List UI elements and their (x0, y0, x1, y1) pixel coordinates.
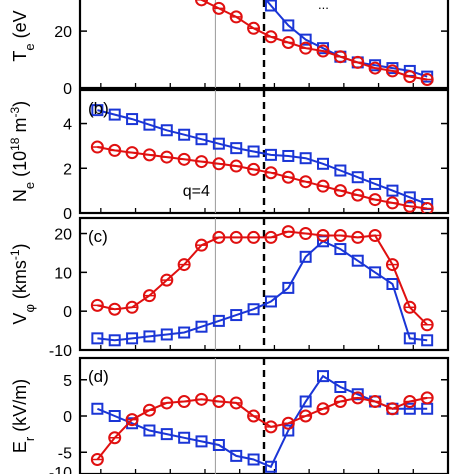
annotation: q=4 (183, 183, 210, 200)
y-axis-label: Te (eV (10, 10, 37, 61)
series (90, 225, 434, 332)
y-tick-label: 2 (63, 161, 72, 178)
legend-fragment: ... (318, 0, 329, 12)
data-point-square (403, 402, 416, 415)
y-tick-label: 20 (54, 24, 72, 41)
data-point-circle (195, 0, 209, 7)
y-axis-label: Er (kV/m) (10, 379, 37, 453)
data-point-square (299, 152, 312, 165)
series-line (199, 0, 428, 81)
y-tick-label: 0 (63, 206, 72, 223)
data-point-square (178, 128, 191, 141)
data-point-square (160, 328, 173, 341)
y-axis-label: Vφ (kms-1) (8, 243, 37, 324)
y-tick-label: 0 (63, 81, 72, 98)
data-point-square (230, 142, 243, 155)
y-tick-label: 10 (54, 265, 72, 282)
y-tick-label: -10 (49, 343, 72, 360)
data-point-square (264, 148, 277, 161)
data-point-square (91, 332, 104, 345)
panel-3: -10 0 10 20 (c) Vφ (kms-1) (8, 216, 450, 360)
y-tick-label: 5 (63, 373, 72, 390)
data-point-square (282, 281, 295, 294)
data-point-square (282, 19, 295, 32)
series (90, 140, 434, 213)
data-point-square (334, 381, 347, 393)
data-point-square (91, 104, 104, 117)
data-point-square (369, 177, 382, 190)
series (91, 235, 434, 347)
series (264, 0, 434, 83)
series (195, 0, 434, 86)
data-point-square (195, 320, 208, 333)
data-point-square (212, 137, 225, 150)
data-point-square (299, 250, 312, 263)
data-point-square (264, 0, 277, 12)
panel-4: -5 0 5 -10 (d) Er (kV/m) (10, 356, 450, 474)
series-line (97, 109, 428, 206)
panel-1: 02040...Te (eV (10, 0, 450, 98)
data-point-square (178, 431, 191, 444)
data-point-square (386, 184, 399, 197)
panel-label: (c) (88, 227, 108, 246)
data-point-square (195, 435, 208, 448)
data-point-square (126, 332, 139, 345)
data-point-square (178, 326, 191, 339)
y-tick-label: 4 (63, 117, 72, 134)
data-point-square (351, 171, 364, 184)
y-tick-label: -10 (49, 465, 72, 474)
data-point-square (299, 33, 312, 46)
data-point-square (230, 309, 243, 322)
data-point-square (334, 243, 347, 256)
data-point-square (317, 370, 330, 383)
data-point-square (421, 334, 434, 347)
data-point-square (230, 449, 243, 462)
data-point-square (351, 254, 364, 267)
y-tick-label: -5 (58, 445, 72, 462)
data-point-square (108, 410, 121, 422)
data-point-square (247, 453, 260, 466)
panel-2: 0 2 4 (b) q=4 Ne (1018 m-3) (8, 88, 450, 223)
y-axis-label: Ne (1018 m-3) (8, 101, 37, 202)
data-point-square (334, 164, 347, 177)
data-point-square (108, 108, 121, 121)
data-point-square (195, 133, 208, 146)
data-point-square (247, 145, 260, 158)
panel-label: (b) (88, 99, 109, 118)
data-point-square (160, 124, 173, 137)
data-point-square (369, 266, 382, 279)
data-point-square (282, 424, 295, 437)
data-point-square (282, 149, 295, 162)
data-point-square (143, 330, 156, 343)
data-point-square (247, 303, 260, 316)
data-point-square (91, 402, 104, 415)
data-point-square (386, 278, 399, 290)
data-point-square (126, 113, 139, 126)
series-line (97, 240, 428, 342)
data-point-square (264, 295, 277, 308)
series (91, 104, 434, 211)
series (90, 391, 434, 466)
data-point-square (143, 424, 156, 437)
data-point-square (299, 395, 312, 408)
panel-label: (d) (88, 367, 109, 386)
data-point-square (264, 460, 277, 473)
data-point-square (212, 439, 225, 451)
data-point-square (160, 428, 173, 441)
y-tick-label: 0 (63, 304, 72, 321)
y-tick-label: 20 (54, 227, 72, 244)
data-point-square (212, 314, 225, 327)
data-point-square (108, 334, 121, 347)
data-point-square (403, 332, 416, 345)
data-point-square (143, 118, 156, 131)
data-point-square (403, 191, 416, 204)
data-point-square (317, 157, 330, 170)
y-tick-label: 0 (63, 409, 72, 426)
